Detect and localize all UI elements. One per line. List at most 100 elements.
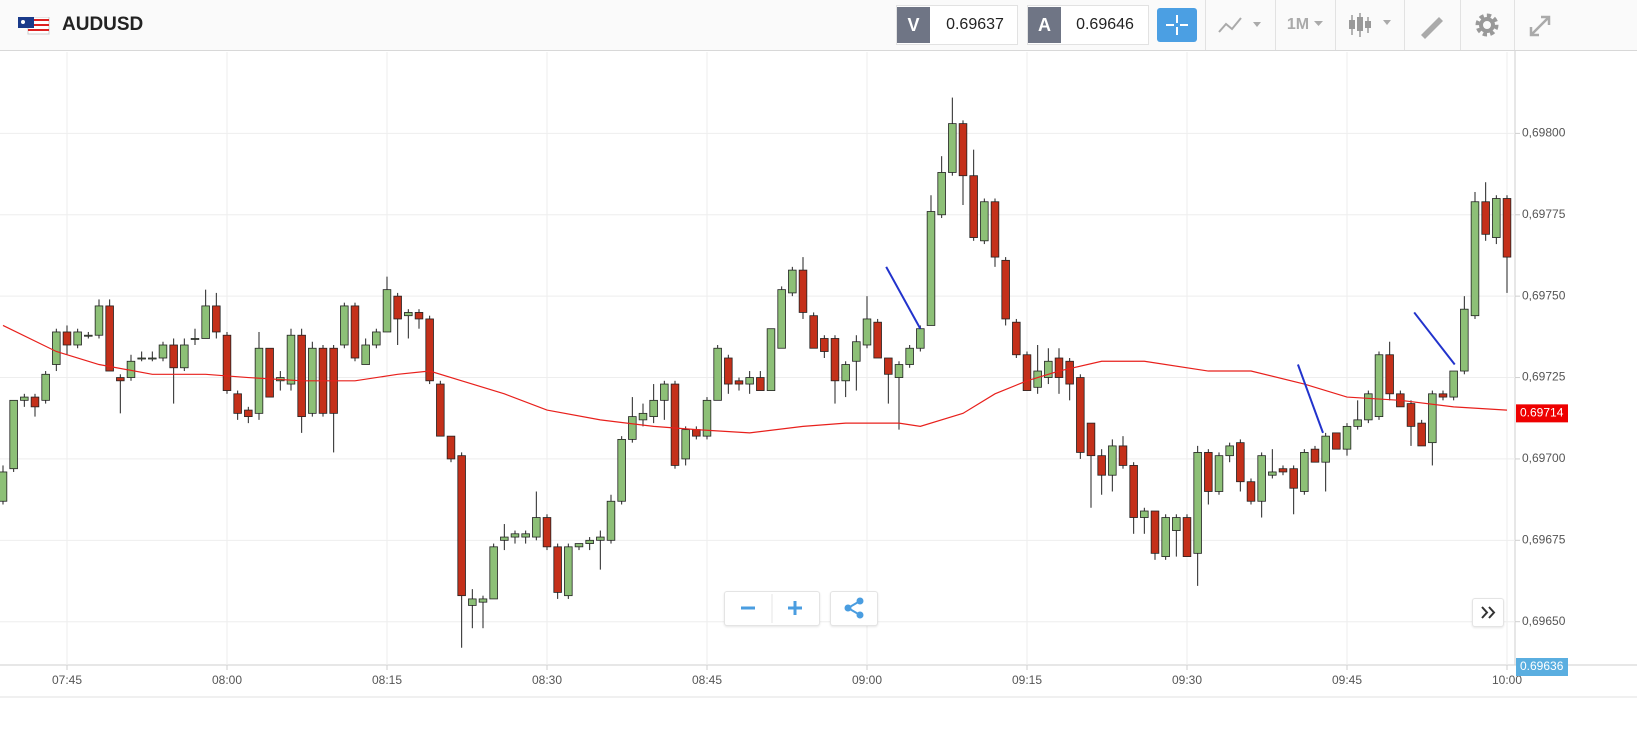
candle-body — [425, 318, 434, 382]
y-tick-label: 0,69675 — [1522, 532, 1566, 546]
candle-body — [1438, 393, 1448, 398]
candle-body — [820, 338, 829, 352]
candle-body — [212, 305, 221, 333]
candle-body — [244, 409, 253, 418]
x-tick-label: 08:30 — [532, 673, 562, 687]
candle-body — [1364, 393, 1373, 421]
candle-body — [0, 471, 8, 502]
separator — [1460, 0, 1461, 50]
candle-body — [148, 357, 157, 360]
x-tick-label: 09:00 — [852, 673, 882, 687]
candle-body — [585, 539, 594, 544]
candle-body — [1033, 370, 1042, 388]
fullscreen-button[interactable] — [1527, 13, 1553, 39]
candle-body — [297, 334, 306, 418]
draw-tool-button[interactable] — [1418, 13, 1448, 39]
candle-body — [862, 318, 872, 346]
candle-body — [670, 383, 680, 466]
candle-body — [1193, 452, 1202, 554]
bid-price: 0.69637 — [946, 16, 1004, 33]
candle-body — [1054, 357, 1064, 378]
trend-line — [1296, 364, 1324, 434]
candle-body — [1236, 442, 1245, 483]
trend-line — [1413, 311, 1456, 366]
y-tick-label: 0,69650 — [1522, 614, 1566, 628]
candle-body — [180, 344, 189, 369]
candle-body — [9, 399, 18, 470]
candle-body — [73, 331, 82, 346]
x-tick-label: 09:30 — [1172, 673, 1202, 687]
candle-body — [1140, 510, 1149, 518]
candle-body — [361, 344, 370, 365]
timeframe[interactable]: 1M — [1286, 16, 1310, 33]
candle-body — [1460, 308, 1469, 372]
x-tick-label: 09:15 — [1012, 673, 1042, 687]
candle-body — [734, 380, 744, 385]
crosshair-button[interactable] — [1157, 8, 1197, 42]
candle-style-button[interactable] — [1346, 12, 1396, 38]
candle-body — [105, 305, 114, 372]
candle-body — [756, 377, 765, 391]
candle-body — [1129, 465, 1138, 518]
candle-body — [372, 331, 381, 346]
candle-body — [980, 201, 989, 242]
y-tick-label: 0,69725 — [1522, 370, 1566, 384]
ask-price: 0.69646 — [1076, 16, 1134, 33]
scroll-right-button[interactable] — [1472, 598, 1504, 627]
candle-body — [926, 211, 936, 326]
candle-body — [1225, 445, 1234, 457]
candle-body — [564, 546, 573, 597]
price-marker-label: 0.69636 — [1520, 659, 1564, 673]
candle-body — [681, 429, 690, 460]
candle-body — [137, 357, 146, 360]
candle-body — [1182, 517, 1192, 557]
candle-body — [265, 347, 274, 398]
candle-body — [521, 533, 530, 538]
candle-body — [94, 305, 104, 336]
candle-body — [169, 344, 178, 369]
moving-average — [2, 324, 1508, 434]
candle-body — [745, 377, 754, 385]
scroll-icon — [1481, 606, 1496, 619]
candle-body — [574, 543, 584, 548]
candle-body — [1097, 455, 1106, 476]
candle-body — [894, 364, 904, 378]
zoom-icons — [741, 594, 802, 623]
candle-body — [553, 546, 562, 593]
candle-body — [1022, 354, 1032, 391]
candle-body — [1108, 445, 1117, 476]
candle-body — [1012, 321, 1021, 356]
price-marker — [1516, 658, 1568, 676]
candle-body — [1428, 393, 1437, 444]
candle-body — [1161, 517, 1170, 557]
candle-body — [777, 289, 786, 349]
candle-body — [660, 383, 669, 401]
candle-body — [478, 598, 488, 603]
chart-type-button[interactable] — [1215, 14, 1265, 36]
settings-button[interactable] — [1474, 12, 1500, 38]
candle-body — [41, 373, 50, 401]
candle-body — [457, 455, 466, 597]
y-tick-label: 0,69750 — [1522, 288, 1566, 302]
share-button[interactable] — [830, 591, 878, 626]
candle-body — [1204, 452, 1213, 492]
candle-body — [724, 357, 733, 385]
candle-body — [649, 399, 658, 418]
price-marker-label: 0.69714 — [1520, 406, 1564, 420]
candle-body — [1310, 448, 1320, 463]
candle-body — [1449, 370, 1458, 398]
separator — [1404, 0, 1405, 50]
candle-body — [1470, 201, 1480, 317]
symbol: AUDUSD — [62, 14, 144, 35]
candle-body — [1417, 422, 1426, 447]
y-tick-label: 0,69700 — [1522, 451, 1566, 465]
candle-body — [596, 536, 605, 541]
candle-body — [1342, 425, 1352, 450]
candle-body — [937, 172, 946, 216]
candle-body — [958, 123, 968, 177]
share-icon — [844, 597, 864, 619]
candle-body — [1268, 471, 1277, 476]
candle-body — [542, 517, 552, 548]
candle-body — [1044, 360, 1053, 378]
candle-body — [798, 269, 808, 313]
